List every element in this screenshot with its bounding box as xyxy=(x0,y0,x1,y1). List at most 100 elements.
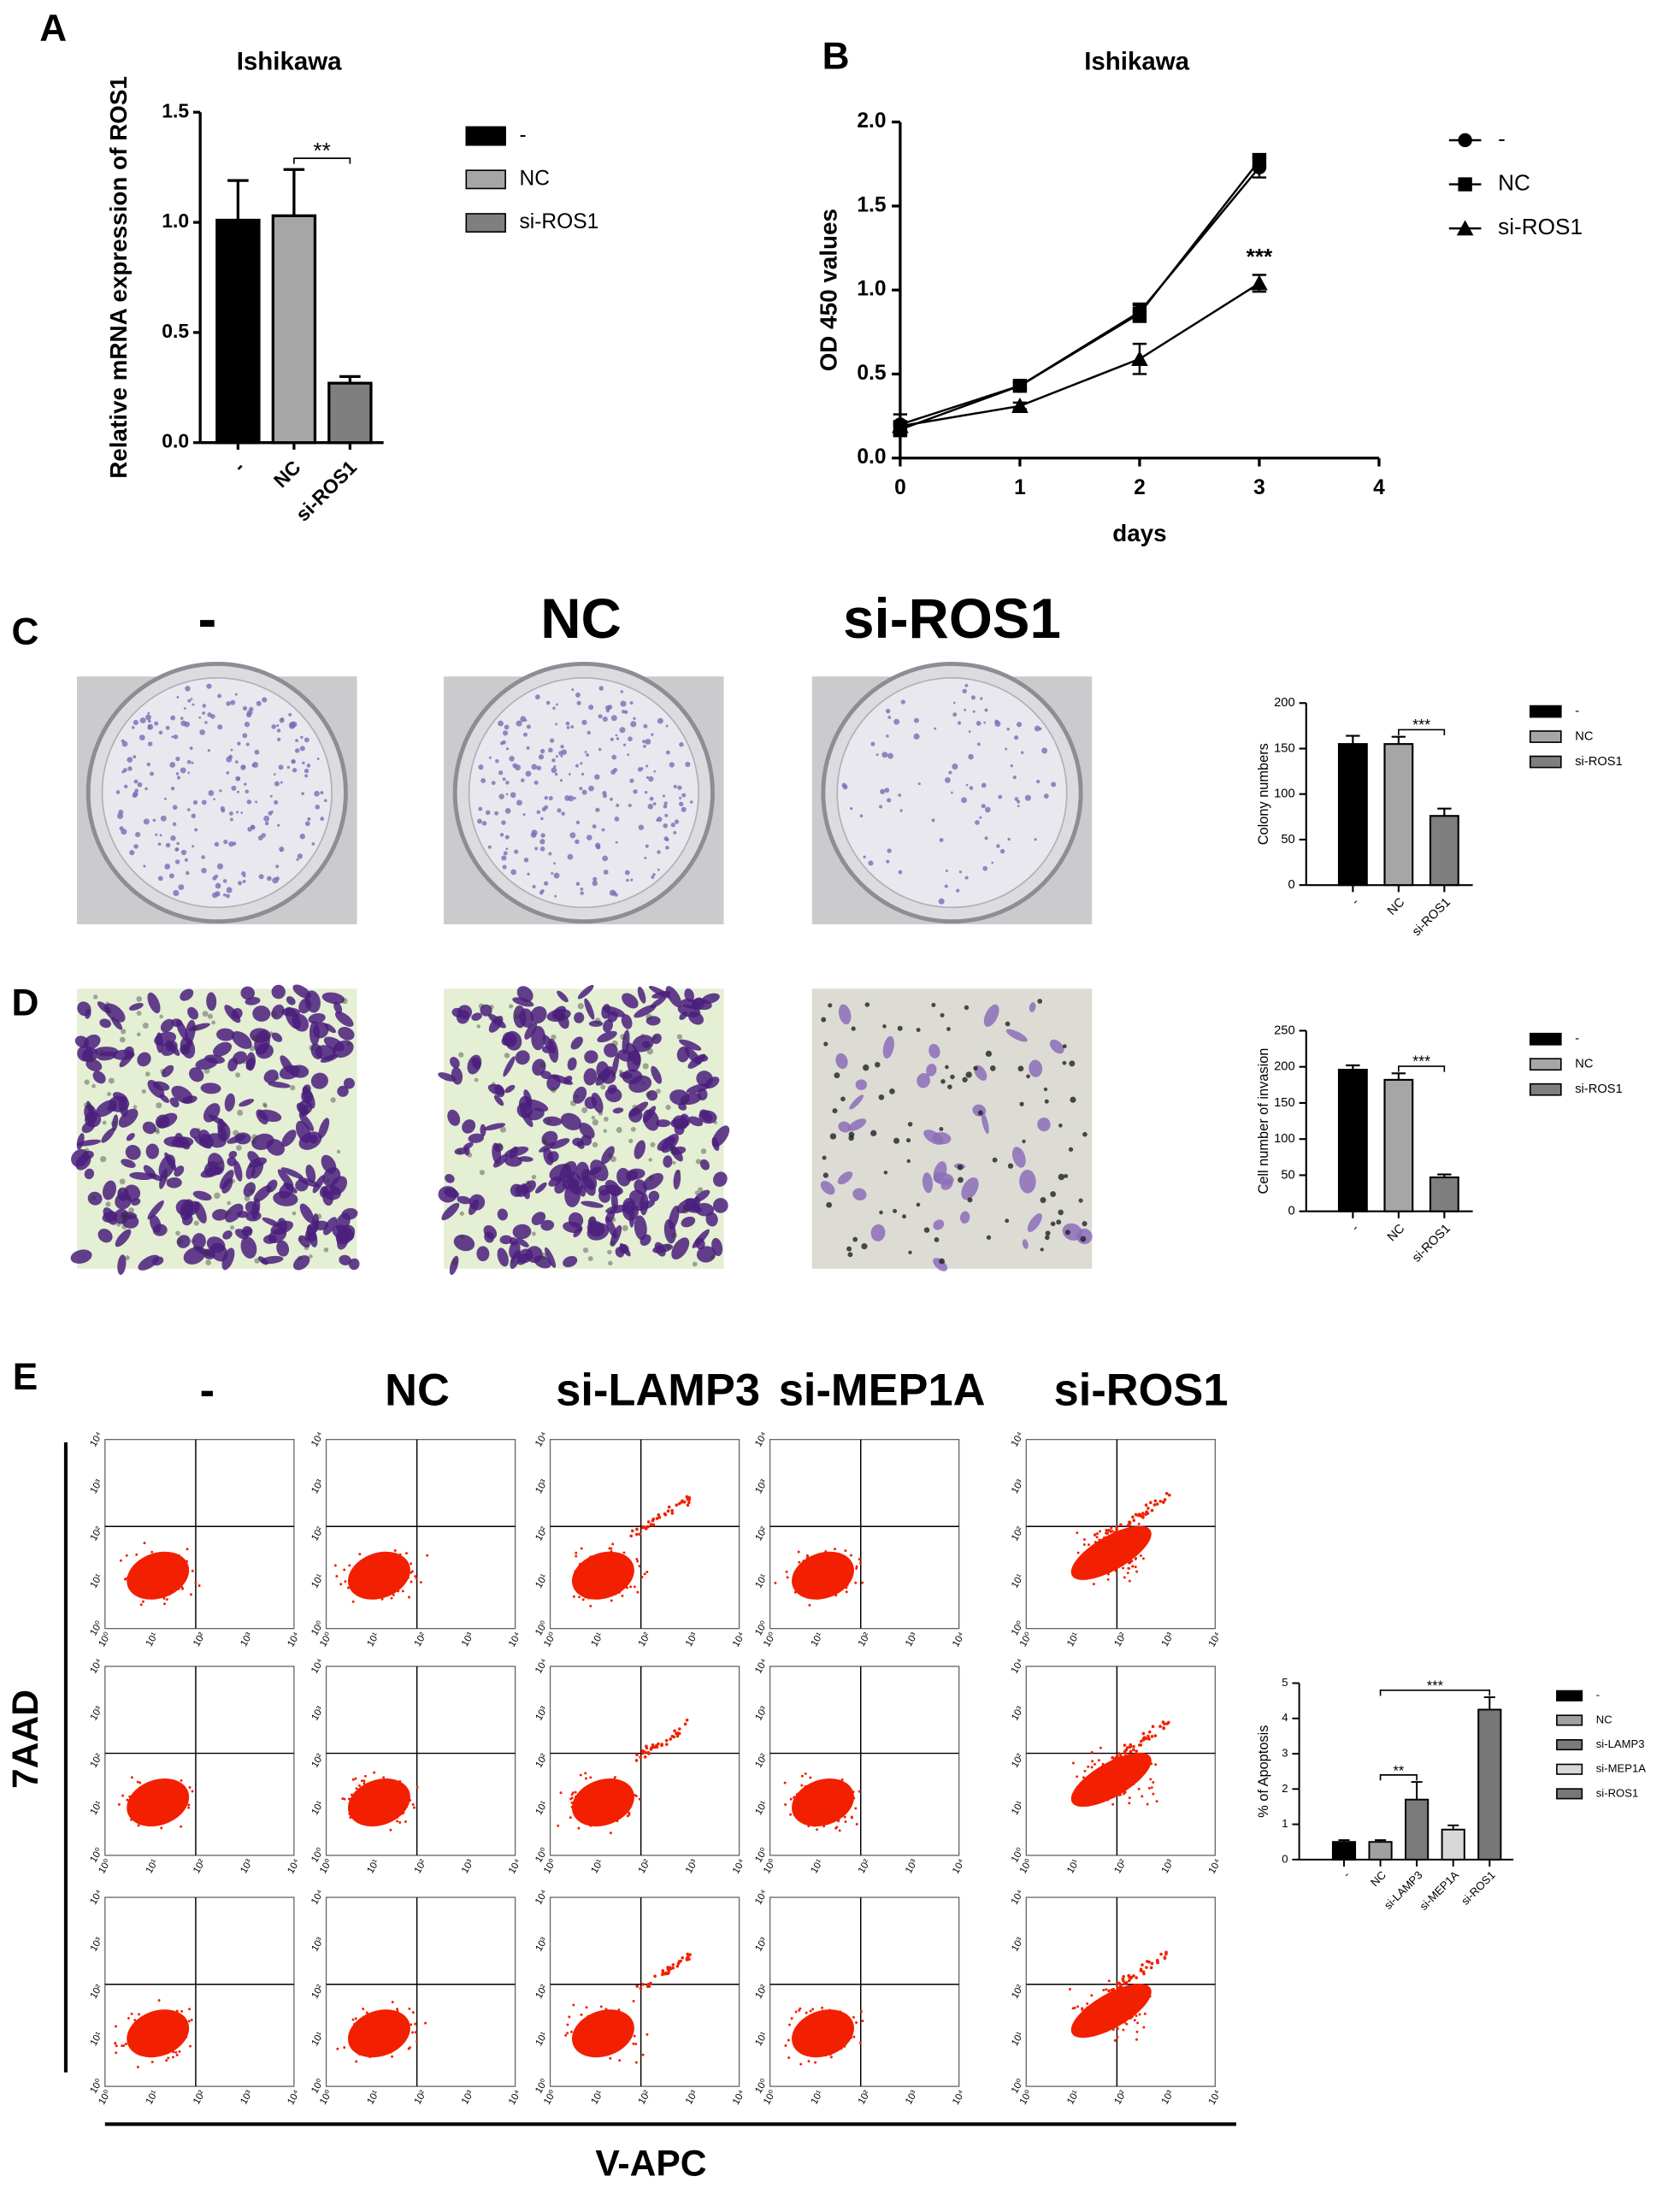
flow-y-tick-label: 10³ xyxy=(753,1705,769,1722)
colony xyxy=(532,884,536,889)
colony xyxy=(261,833,266,838)
flow-y-tick-label: 10¹ xyxy=(309,1572,326,1590)
cell-event xyxy=(1105,2030,1108,2033)
cell-event xyxy=(789,1797,793,1801)
colony xyxy=(898,793,902,797)
cell-event xyxy=(1119,1778,1123,1782)
cell-event xyxy=(139,1576,143,1579)
cell-event xyxy=(826,1790,829,1793)
legend-swatch xyxy=(1529,755,1562,769)
flow-x-tick-label: 10¹ xyxy=(1065,2089,1082,2106)
cell-event xyxy=(142,1803,145,1807)
cell-event xyxy=(147,1579,150,1583)
cell-event xyxy=(822,2038,826,2041)
cell xyxy=(499,1235,513,1245)
cell-event xyxy=(358,1582,362,1585)
cell-event xyxy=(360,1568,363,1572)
cell xyxy=(961,1177,979,1200)
cell-event xyxy=(359,1816,363,1820)
y-tick-label: 0.0 xyxy=(162,430,189,452)
cell-event xyxy=(138,2013,140,2016)
flow-y-tick-label: 10¹ xyxy=(533,1799,550,1816)
colony xyxy=(975,820,980,825)
y-axis-label: Colony numbers xyxy=(1256,743,1271,845)
cell-event xyxy=(399,1790,403,1794)
colony xyxy=(665,750,670,755)
pore xyxy=(184,1046,189,1051)
cell-event xyxy=(394,1790,397,1794)
pore xyxy=(290,1085,296,1091)
cell-event xyxy=(351,1600,355,1603)
cell-event xyxy=(161,1797,164,1801)
column-label: - xyxy=(197,587,216,650)
colony xyxy=(494,811,499,816)
pore xyxy=(878,1094,885,1100)
colony xyxy=(278,764,284,770)
colony xyxy=(485,810,491,816)
cell xyxy=(292,984,311,999)
colony xyxy=(178,884,185,890)
cell-event xyxy=(378,1811,381,1814)
cell-event xyxy=(1133,2019,1136,2022)
cell-event xyxy=(612,2042,616,2045)
cell-event xyxy=(410,1580,413,1584)
cell-event xyxy=(1147,1737,1151,1741)
cell-event xyxy=(675,1503,679,1507)
cell-event xyxy=(610,1810,613,1814)
significance-bracket xyxy=(1379,1774,1418,1781)
cell-event xyxy=(597,1555,600,1559)
cell-event xyxy=(821,2041,824,2044)
cell-event xyxy=(657,1513,661,1517)
cell-event xyxy=(1114,2011,1117,2014)
panel-label: A xyxy=(39,8,67,50)
flow-x-tick-label: 10¹ xyxy=(144,1858,161,1875)
colony xyxy=(645,776,649,779)
legend-label: NC xyxy=(1575,729,1594,743)
cell-event xyxy=(1123,1576,1126,1579)
colony xyxy=(899,809,903,812)
cell-event xyxy=(1096,1549,1099,1553)
cell-event xyxy=(578,1562,581,1566)
colony xyxy=(648,776,654,782)
marker xyxy=(1456,220,1474,236)
error-bar xyxy=(1391,735,1406,745)
cell-event xyxy=(594,1792,598,1796)
colony xyxy=(870,741,875,746)
legend-label: - xyxy=(520,124,527,147)
cell-event xyxy=(1126,1559,1129,1562)
cell-event xyxy=(1142,2026,1146,2029)
flow-y-tick-label: 10² xyxy=(309,1525,326,1542)
colony xyxy=(615,734,618,737)
cell-event xyxy=(1131,1766,1135,1769)
pore xyxy=(551,1034,557,1041)
cell xyxy=(642,1109,660,1131)
cell-event xyxy=(1118,1752,1123,1756)
cell xyxy=(530,1006,547,1024)
cell xyxy=(1005,1029,1028,1042)
cell-event xyxy=(174,2050,178,2054)
pore xyxy=(341,997,348,1005)
cell-event xyxy=(1095,1800,1099,1803)
cell-event xyxy=(168,1571,171,1574)
pore xyxy=(679,1122,685,1128)
pore xyxy=(826,1201,833,1208)
cell xyxy=(657,1136,676,1151)
cell-event xyxy=(804,1772,807,1775)
cell-event xyxy=(1135,1976,1139,1979)
error-bar xyxy=(1437,1173,1452,1177)
colony xyxy=(129,850,135,856)
cell xyxy=(102,1180,117,1200)
cell-event xyxy=(1115,1528,1118,1531)
cell-event xyxy=(1111,2003,1115,2007)
cell-event xyxy=(610,1808,614,1811)
cell-event xyxy=(833,1585,836,1589)
cell-event xyxy=(607,1794,610,1797)
cell-event xyxy=(803,2025,806,2028)
cell-event xyxy=(387,1579,391,1583)
cell-event xyxy=(574,1790,577,1794)
cell xyxy=(305,1165,316,1183)
colony xyxy=(157,876,163,882)
cell-event xyxy=(622,1581,625,1584)
cell-event xyxy=(197,1584,201,1587)
cell-event xyxy=(1086,2006,1089,2009)
